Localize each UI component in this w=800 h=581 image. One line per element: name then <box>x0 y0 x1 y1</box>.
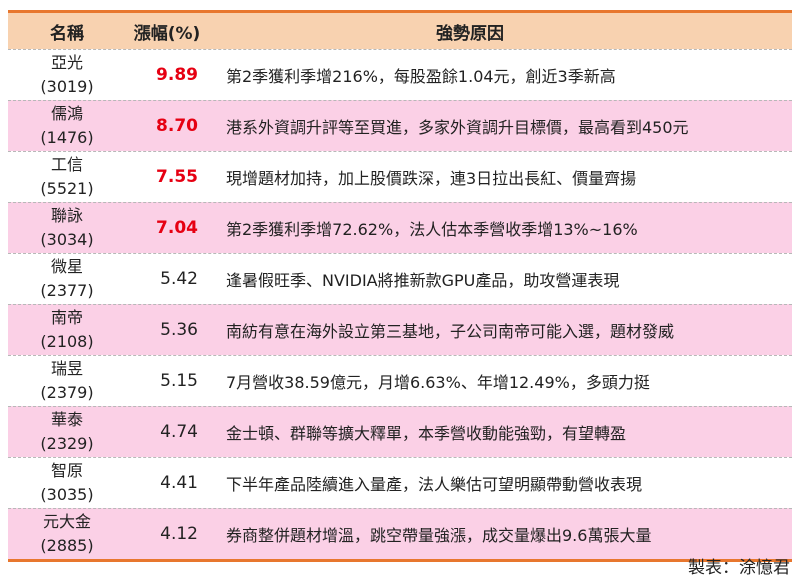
stock-name-text: 瑞昱 <box>50 359 83 378</box>
stock-name-text: 工信 <box>50 155 83 174</box>
stock-name: 儒鴻 (1476) <box>8 102 126 150</box>
reason: 第2季獲利季增72.62%，法人估本季營收季增13%~16% <box>226 220 638 239</box>
reason: 現增題材加持，加上股價跌深，連3日拉出長紅、價量齊揚 <box>226 169 637 188</box>
reason: 港系外資調升評等至買進，多家外資調升目標價，最高看到450元 <box>226 118 689 137</box>
stock-code: (2377) <box>40 281 94 300</box>
reason: 南紡有意在海外設立第三基地，子公司南帝可能入選，題材發威 <box>226 322 675 341</box>
stock-name-text: 儒鴻 <box>50 104 83 123</box>
header-change: 漲幅(%) <box>133 23 201 44</box>
stock-name: 亞光 (3019) <box>8 51 126 99</box>
stock-name: 元大金 (2885) <box>8 510 126 558</box>
stock-name-text: 南帝 <box>50 308 83 327</box>
stock-name: 聯詠 (3034) <box>8 204 126 252</box>
reason: 券商整併題材增溫，跳空帶量強漲，成交量爆出9.6萬張大量 <box>226 526 652 545</box>
table-row: 南帝 (2108) 5.36 南紡有意在海外設立第三基地，子公司南帝可能入選，題材… <box>8 304 792 355</box>
stock-name-text: 元大金 <box>42 512 91 531</box>
change-percent: 4.41 <box>160 473 198 493</box>
table-row: 工信 (5521) 7.55 現增題材加持，加上股價跌深，連3日拉出長紅、價量齊揚 <box>8 151 792 202</box>
reason: 下半年產品陸續進入量產，法人樂估可望明顯帶動營收表現 <box>226 475 643 494</box>
stock-name: 瑞昱 (2379) <box>8 357 126 405</box>
change-percent: 4.12 <box>160 524 198 544</box>
change-percent: 4.74 <box>160 422 198 442</box>
stock-code: (3035) <box>40 485 94 504</box>
table-header: 名稱 漲幅(%) 強勢原因 <box>8 13 792 49</box>
stock-name: 工信 (5521) <box>8 153 126 201</box>
stock-code: (2108) <box>40 332 94 351</box>
reason: 第2季獲利季增216%，每股盈餘1.04元，創近3季新高 <box>226 67 616 86</box>
credit: 製表：涂憶君 <box>688 558 790 578</box>
reason: 逢暑假旺季、NVIDIA將推新款GPU產品，助攻營運表現 <box>226 271 620 290</box>
change-percent: 5.42 <box>160 269 198 289</box>
table-row: 華泰 (2329) 4.74 金士頓、群聯等擴大釋單，本季營收動能強勁，有望轉盈 <box>8 406 792 457</box>
stock-name-text: 聯詠 <box>50 206 83 225</box>
stock-code: (3019) <box>40 77 94 96</box>
table-row: 微星 (2377) 5.42 逢暑假旺季、NVIDIA將推新款GPU產品，助攻營運… <box>8 253 792 304</box>
stock-code: (2329) <box>40 434 94 453</box>
table-row: 瑞昱 (2379) 5.15 7月營收38.59億元，月增6.63%、年增12.4… <box>8 355 792 406</box>
change-percent: 5.15 <box>160 371 198 391</box>
change-percent: 7.55 <box>156 167 198 187</box>
table-row: 亞光 (3019) 9.89 第2季獲利季增216%，每股盈餘1.04元，創近3季… <box>8 49 792 100</box>
table-row: 聯詠 (3034) 7.04 第2季獲利季增72.62%，法人估本季營收季增13%… <box>8 202 792 253</box>
stock-name: 華泰 (2329) <box>8 408 126 456</box>
header-reason: 強勢原因 <box>436 23 504 44</box>
stock-name: 智原 (3035) <box>8 459 126 507</box>
stock-code: (5521) <box>40 179 94 198</box>
change-percent: 8.70 <box>156 116 198 136</box>
change-percent: 5.36 <box>160 320 198 340</box>
stock-code: (1476) <box>40 128 94 147</box>
stock-name-text: 亞光 <box>50 53 83 72</box>
table-row: 元大金 (2885) 4.12 券商整併題材增溫，跳空帶量強漲，成交量爆出9.6萬… <box>8 508 792 559</box>
stock-table: 名稱 漲幅(%) 強勢原因 亞光 (3019) 9.89 第2季獲利季增216%，… <box>8 10 792 562</box>
stock-name: 微星 (2377) <box>8 255 126 303</box>
stock-code: (2379) <box>40 383 94 402</box>
table-row: 儒鴻 (1476) 8.70 港系外資調升評等至買進，多家外資調升目標價，最高看到… <box>8 100 792 151</box>
reason: 7月營收38.59億元，月增6.63%、年增12.49%，多頭力挺 <box>226 373 650 392</box>
change-percent: 9.89 <box>156 65 198 85</box>
stock-name-text: 華泰 <box>50 410 83 429</box>
stock-code: (2885) <box>40 536 94 555</box>
stock-name-text: 微星 <box>50 257 83 276</box>
change-percent: 7.04 <box>156 218 198 238</box>
stock-code: (3034) <box>40 230 94 249</box>
reason: 金士頓、群聯等擴大釋單，本季營收動能強勁，有望轉盈 <box>226 424 627 443</box>
table-row: 智原 (3035) 4.41 下半年產品陸續進入量產，法人樂估可望明顯帶動營收表現 <box>8 457 792 508</box>
header-name: 名稱 <box>50 23 84 44</box>
stock-name: 南帝 (2108) <box>8 306 126 354</box>
stock-name-text: 智原 <box>50 461 83 480</box>
